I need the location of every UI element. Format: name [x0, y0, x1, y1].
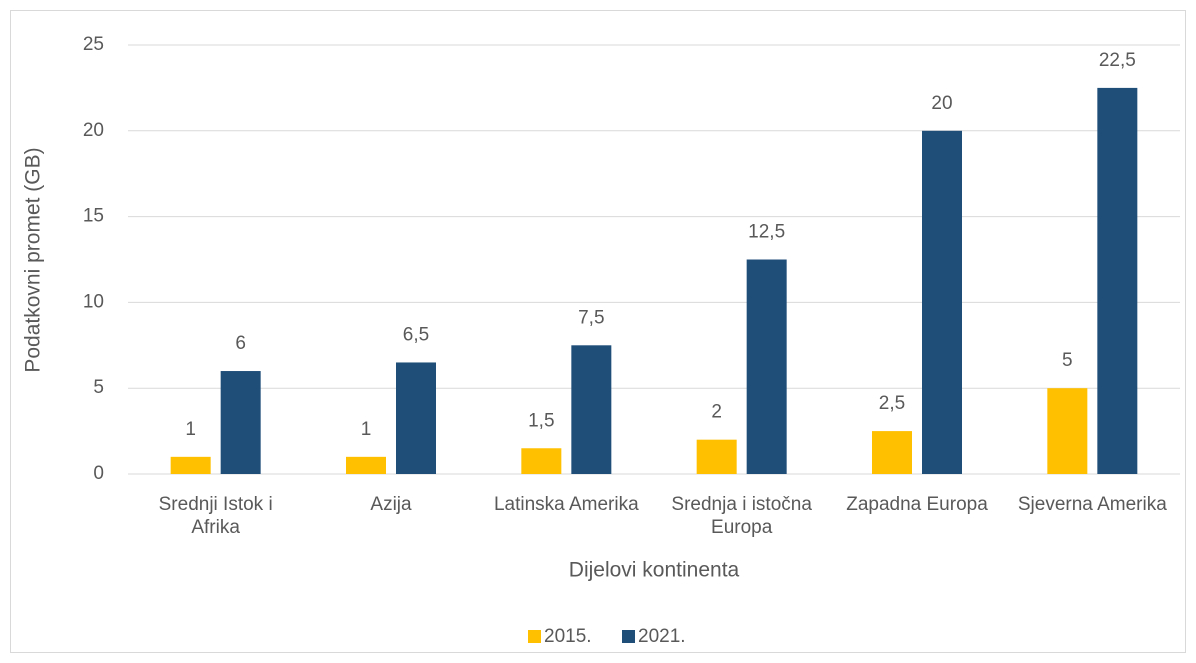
x-tick-label: Zapadna Europa	[846, 494, 988, 515]
x-tick-label: Latinska Amerika	[493, 494, 639, 515]
x-tick-label: Sjeverna Amerika	[1017, 494, 1167, 515]
bar	[922, 130, 962, 475]
y-tick-label: 0	[93, 463, 104, 484]
x-tick-label: Srednji Istok i Afrika	[158, 494, 273, 538]
bar	[396, 362, 436, 474]
data-label: 20	[931, 93, 952, 114]
data-label: 22,5	[1099, 50, 1136, 71]
legend-label: 2021.	[638, 626, 686, 647]
data-label: 6	[235, 333, 246, 354]
bar	[170, 456, 211, 474]
bar	[571, 345, 612, 474]
legend-swatch	[622, 630, 635, 643]
y-tick-label: 25	[83, 34, 104, 55]
data-label: 1	[361, 419, 372, 440]
bar	[746, 259, 787, 474]
y-tick-label: 15	[83, 206, 104, 227]
x-tick-label: Azija	[370, 494, 412, 515]
bar	[521, 448, 562, 474]
bar	[1047, 388, 1088, 474]
data-label: 7,5	[578, 307, 604, 328]
x-tick-label: Srednja i istočna Europa	[671, 494, 812, 538]
legend-swatch	[528, 630, 541, 643]
bar	[1097, 87, 1138, 475]
data-label: 1,5	[528, 410, 554, 431]
bar	[346, 456, 386, 474]
legend-label: 2015.	[544, 626, 592, 647]
data-label: 5	[1062, 350, 1073, 371]
data-label: 1	[185, 419, 196, 440]
data-label: 2,5	[879, 393, 905, 414]
chart-frame	[10, 10, 1186, 653]
bar	[872, 431, 912, 474]
x-axis-label: Dijelovi kontinenta	[569, 559, 740, 582]
y-tick-label: 5	[93, 377, 104, 398]
bar	[696, 439, 737, 474]
y-tick-label: 10	[83, 291, 104, 312]
data-label: 6,5	[403, 324, 429, 345]
data-label: 2	[711, 402, 722, 423]
data-label: 12,5	[748, 222, 785, 243]
y-tick-label: 20	[83, 120, 104, 141]
y-axis-label: Podatkovni promet (GB)	[22, 147, 45, 372]
bar	[220, 371, 261, 474]
